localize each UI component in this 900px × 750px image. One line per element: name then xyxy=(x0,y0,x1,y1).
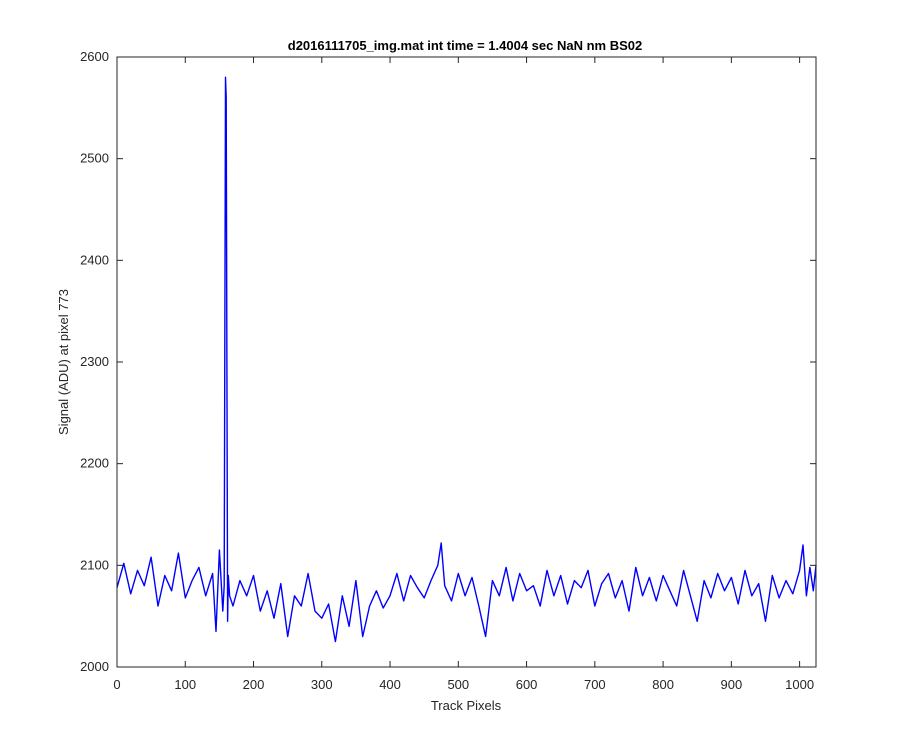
y-tick-label: 2500 xyxy=(80,151,109,166)
chart-title: d2016111705_img.mat int time = 1.4004 se… xyxy=(288,38,642,53)
x-tick-label: 400 xyxy=(379,677,401,692)
x-tick-label: 0 xyxy=(113,677,120,692)
x-tick-label: 800 xyxy=(652,677,674,692)
x-tick-label: 900 xyxy=(721,677,743,692)
y-tick-label: 2400 xyxy=(80,252,109,267)
axis-tick-labels: 0 100 200 300 400 500 600 700 800 900 1000 2000 2100… xyxy=(80,49,814,692)
x-tick-label: 300 xyxy=(311,677,333,692)
axis-ticks xyxy=(116,56,816,668)
x-axis-label: Track Pixels xyxy=(431,698,502,713)
y-tick-label: 2600 xyxy=(80,49,109,64)
x-tick-label: 200 xyxy=(243,677,265,692)
x-tick-label: 500 xyxy=(447,677,469,692)
x-tick-label: 600 xyxy=(516,677,538,692)
x-tick-label: 700 xyxy=(584,677,606,692)
y-tick-label: 2200 xyxy=(80,456,109,471)
x-tick-label: 1000 xyxy=(785,677,814,692)
y-tick-label: 2000 xyxy=(80,659,109,674)
y-tick-label: 2100 xyxy=(80,557,109,572)
series-line-1 xyxy=(116,76,817,643)
y-axis-label: Signal (ADU) at pixel 773 xyxy=(56,289,71,435)
x-tick-label: 100 xyxy=(174,677,196,692)
y-tick-label: 2300 xyxy=(80,354,109,369)
